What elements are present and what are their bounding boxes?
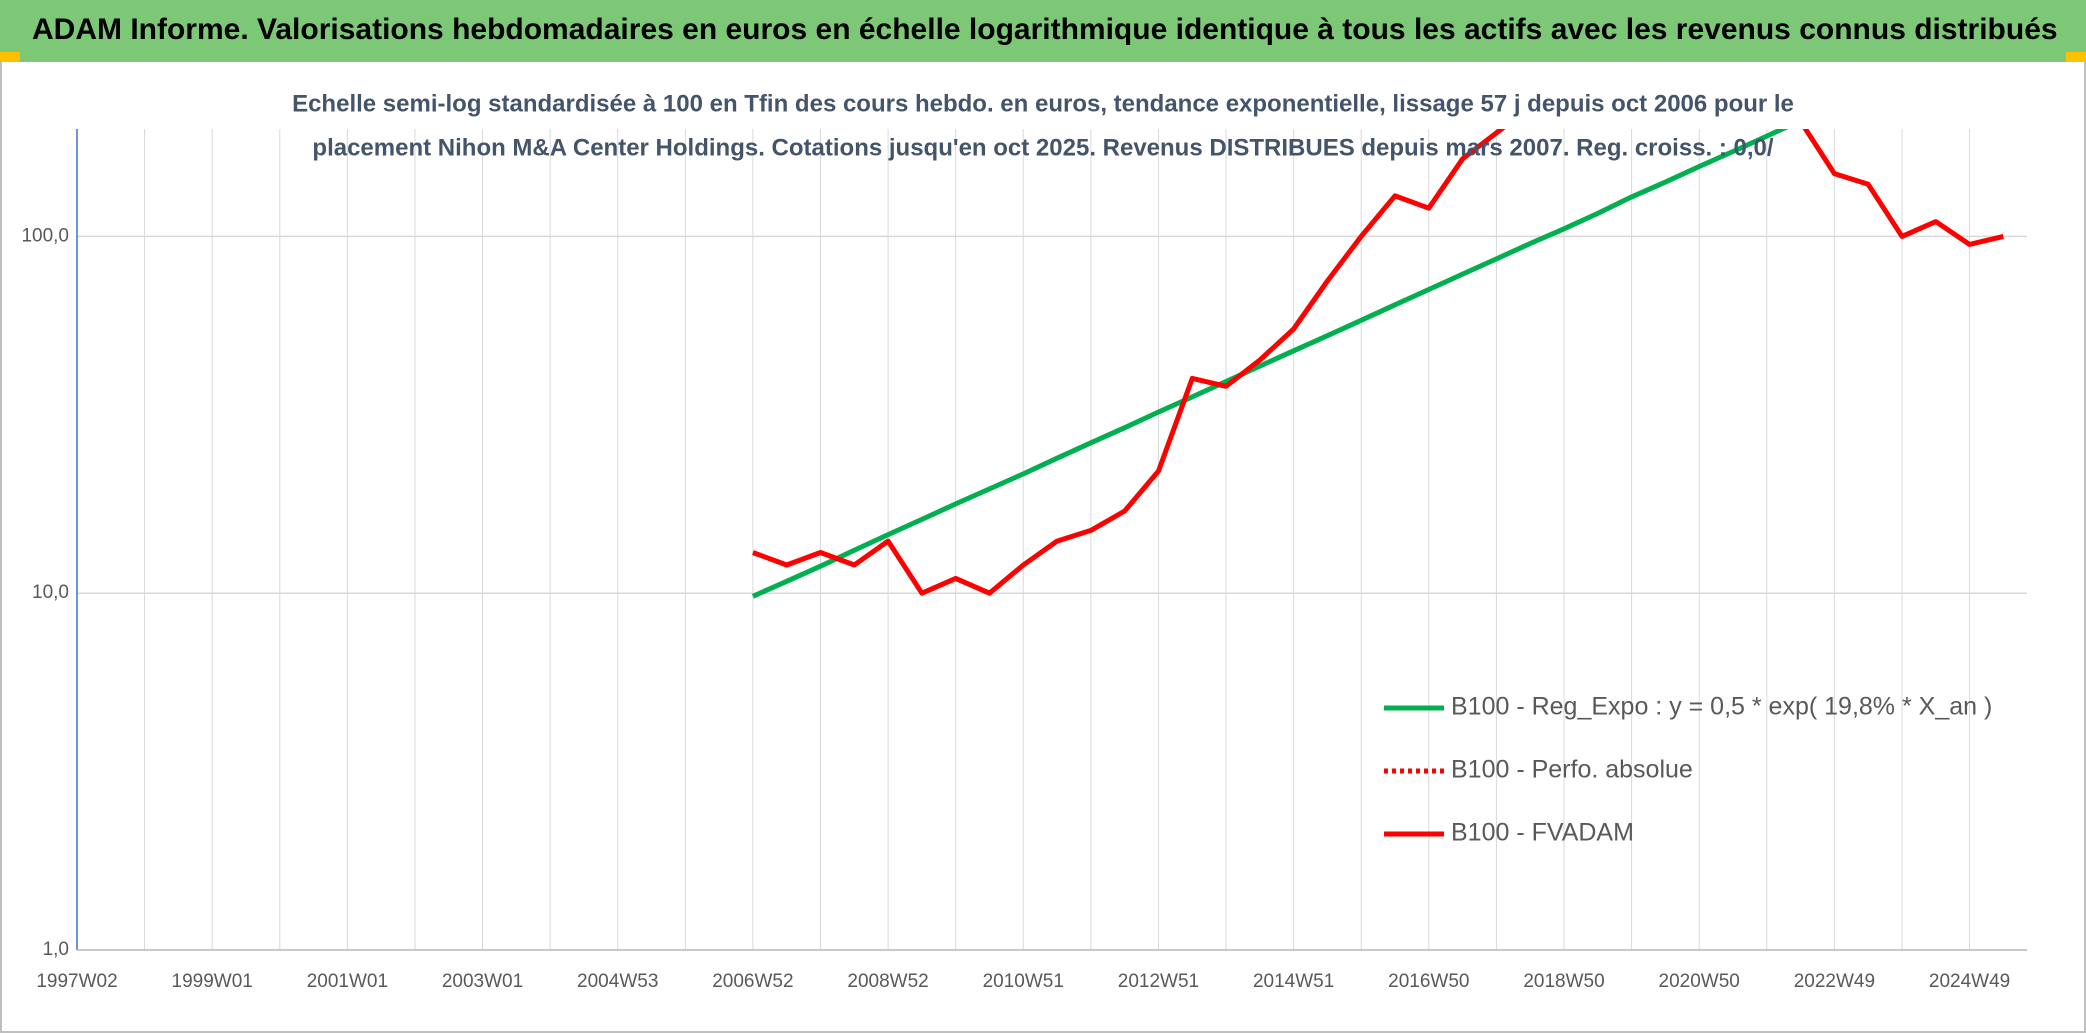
legend-label: B100 - Perfo. absolue: [1451, 756, 1693, 784]
x-tick-label: 2022W49: [1794, 971, 1875, 992]
x-tick-label: 2001W01: [307, 971, 388, 992]
x-tick-label: 2018W50: [1523, 971, 1604, 992]
x-tick-label: 2020W50: [1659, 971, 1740, 992]
y-tick-label: 1,0: [43, 939, 69, 960]
x-tick-label: 2016W50: [1388, 971, 1469, 992]
x-tick-label: 2024W49: [1929, 971, 2010, 992]
subtitle: Echelle semi-log standardisée à 100 en T…: [292, 90, 1794, 117]
plot-area: [751, 129, 2004, 599]
x-tick-label: 2004W53: [577, 971, 658, 992]
y-tick-label: 10,0: [32, 582, 69, 603]
chart-title: ADAM Informe. Valorisations hebdomadaire…: [32, 13, 2058, 46]
series-line: [752, 129, 2004, 596]
x-tick-label: 1999W01: [172, 971, 253, 992]
grid: 1,0 10,0 100,0 1997W02 1999W01 2001W01 2003W01…: [21, 129, 2027, 992]
x-tick-label: 2006W52: [712, 971, 793, 992]
x-tick-label: 1997W02: [36, 971, 117, 992]
subtitle: placement Nihon M&A Center Holdings. Cot…: [312, 134, 1773, 161]
corner: [2066, 52, 2086, 62]
legend: B100 - Reg_Expo : y = 0,5 * exp( 19,8% *…: [1384, 693, 1992, 847]
legend-label: B100 - Reg_Expo : y = 0,5 * exp( 19,8% *…: [1451, 693, 1992, 721]
series-line: [751, 129, 1789, 599]
x-tick-label: 2014W51: [1253, 971, 1334, 992]
x-tick-label: 2012W51: [1118, 971, 1199, 992]
y-tick-label: 100,0: [21, 225, 69, 246]
x-tick-label: 2010W51: [983, 971, 1064, 992]
legend-label: B100 - FVADAM: [1451, 819, 1634, 847]
x-tick-label: 2008W52: [847, 971, 928, 992]
corner: [0, 52, 20, 62]
x-tick-label: 2003W01: [442, 971, 523, 992]
header-bar: [0, 0, 2086, 62]
